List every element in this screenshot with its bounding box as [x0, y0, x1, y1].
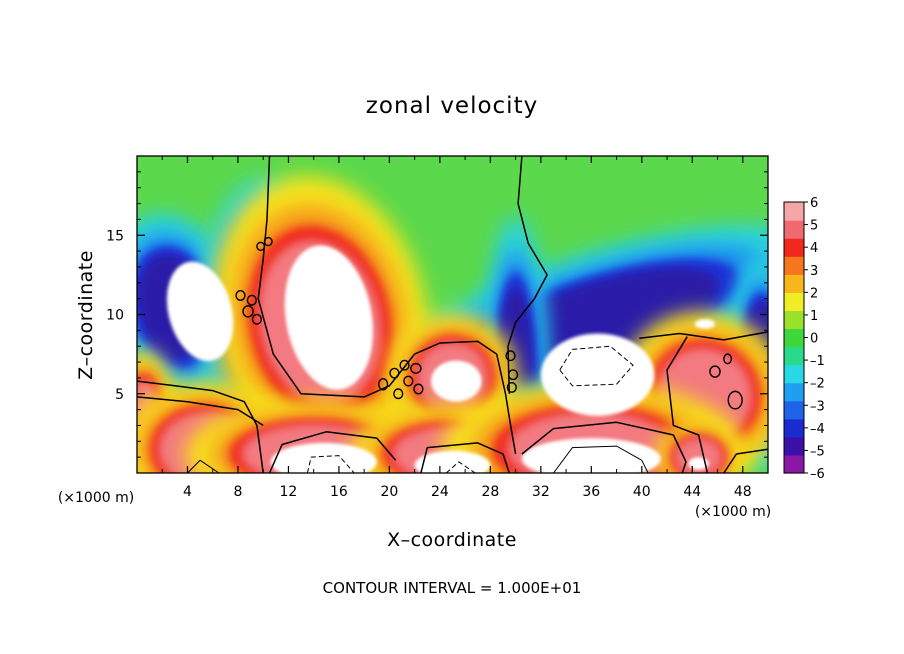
- colorbar-swatch-7: [784, 328, 804, 348]
- x-unit-label-left: (×1000 m): [58, 490, 134, 506]
- colorbar-swatch-3: [784, 400, 804, 420]
- colorbar-swatch-12: [784, 238, 804, 257]
- colorbar-tick-label-10: –4: [810, 422, 825, 437]
- contour-loop-4: [256, 241, 266, 252]
- colorbar-tick-label-5: 1: [810, 309, 818, 324]
- colorbar-tick-label-3: 3: [810, 264, 818, 279]
- x-tick-label-8: 8: [233, 484, 242, 500]
- out-of-range-core-6: [521, 438, 661, 473]
- x-tick-label-36: 36: [582, 484, 600, 500]
- colorbar-tick-label-12: –6: [810, 467, 825, 482]
- out-of-range-core-2: [431, 360, 482, 402]
- positive-contour-1: [553, 445, 649, 473]
- colorbar-swatch-5: [784, 364, 804, 384]
- x-unit-label-right: (×1000 m): [695, 504, 771, 520]
- x-tick-label-4: 4: [183, 484, 192, 500]
- colorbar-tick-label-1: 5: [810, 219, 818, 234]
- contour-loop-14: [507, 369, 519, 381]
- colorbar-swatch-1: [784, 436, 804, 456]
- y-tick-label-5: 5: [115, 387, 124, 403]
- contour-loop-2: [242, 305, 254, 318]
- colorbar-tick-label-6: 0: [810, 332, 818, 347]
- out-of-range-core-1: [284, 245, 373, 390]
- contour-loop-3: [251, 313, 263, 325]
- x-tick-label-32: 32: [532, 484, 550, 500]
- chart-title: zonal velocity: [366, 93, 538, 119]
- x-tick-label-16: 16: [330, 484, 348, 500]
- contour-loop-1: [246, 294, 257, 306]
- colorbar-swatch-2: [784, 418, 804, 438]
- zero-contour-2: [507, 156, 548, 394]
- zero-contour-4: [268, 431, 397, 473]
- contour-loop-5: [263, 236, 273, 247]
- x-tick-label-44: 44: [683, 484, 701, 500]
- x-axis-ticks: 4 8 12 16 20 24 28 32 36 40 44 48: [161, 156, 752, 500]
- colorbar-tick-label-2: 4: [810, 241, 818, 256]
- contour-loop-10: [403, 375, 414, 387]
- out-of-range-core-7: [688, 457, 709, 470]
- colorbar-swatch-13: [784, 220, 804, 239]
- colorbar-swatch-10: [784, 274, 804, 293]
- contour-loop-6: [377, 377, 389, 391]
- y-axis-label: Z–coordinate: [75, 250, 97, 380]
- colorbar-tick-label-9: –3: [810, 399, 825, 414]
- positive-anomaly-15-shell-3: [674, 437, 723, 473]
- contour-loop-11: [413, 383, 424, 395]
- contour-loop-0: [235, 290, 246, 301]
- x-tick-label-20: 20: [380, 484, 398, 500]
- contour-loop-17: [709, 365, 721, 378]
- negative-contour-0: [559, 345, 634, 387]
- zero-contour-6: [521, 421, 687, 473]
- colorbar-swatch-9: [784, 292, 804, 311]
- colorbar-swatch-0: [784, 454, 804, 474]
- negative-contour-1: [306, 455, 355, 473]
- colorbar-tick-label-11: –5: [810, 444, 825, 459]
- zero-contour-3: [137, 396, 264, 427]
- zero-contour-7: [639, 331, 768, 341]
- y-tick-label-15: 15: [106, 228, 124, 244]
- colorbar-tick-label-8: –2: [810, 377, 825, 392]
- colorbar-swatch-4: [784, 382, 804, 402]
- contour-layer: [137, 156, 768, 473]
- colorbar-swatch-11: [784, 256, 804, 275]
- y-tick-label-10: 10: [106, 308, 124, 324]
- positive-contour-0: [187, 459, 220, 473]
- contour-loop-18: [723, 353, 733, 365]
- negative-contour-2: [445, 461, 476, 473]
- contour-loop-16: [727, 390, 743, 410]
- velocity-field: [137, 156, 768, 473]
- out-of-range-core-5: [414, 450, 491, 473]
- zero-contour-9: [723, 448, 768, 473]
- x-tick-label-48: 48: [734, 484, 752, 500]
- positive-anomaly-15: [655, 422, 742, 473]
- colorbar-swatch-8: [784, 310, 804, 330]
- colorbar-tick-label-4: 2: [810, 286, 818, 301]
- out-of-range-core-8: [694, 319, 715, 329]
- zero-contour-8: [666, 336, 709, 473]
- x-tick-label-12: 12: [280, 484, 298, 500]
- x-tick-label-28: 28: [481, 484, 499, 500]
- out-of-range-core-0: [166, 261, 234, 361]
- contour-loop-13: [505, 350, 516, 362]
- x-tick-label-40: 40: [633, 484, 651, 500]
- contour-loop-9: [410, 362, 422, 374]
- colorbar-tick-label-7: –1: [810, 354, 825, 369]
- colorbar-tick-label-0: 6: [810, 196, 818, 211]
- y-axis-ticks: 5 10 15: [106, 171, 768, 458]
- contour-loop-12: [393, 388, 404, 400]
- out-of-range-core-4: [270, 442, 377, 473]
- x-axis-label: X–coordinate: [387, 529, 517, 551]
- zero-contour-0: [137, 380, 264, 473]
- contour-loop-7: [389, 367, 400, 379]
- contour-loop-8: [399, 359, 410, 371]
- zero-contour-5: [420, 442, 511, 473]
- colorbar-swatch-6: [784, 346, 804, 366]
- colorbar: 6 5 4 3 2 1 0 –1 –2 –3 –4 –5 –6: [783, 196, 825, 482]
- out-of-range-core-3: [540, 333, 655, 416]
- contour-loop-15: [506, 381, 517, 393]
- colorbar-swatch-14: [784, 202, 804, 221]
- contour-interval-note: CONTOUR INTERVAL = 1.000E+01: [323, 579, 582, 597]
- x-tick-label-24: 24: [431, 484, 449, 500]
